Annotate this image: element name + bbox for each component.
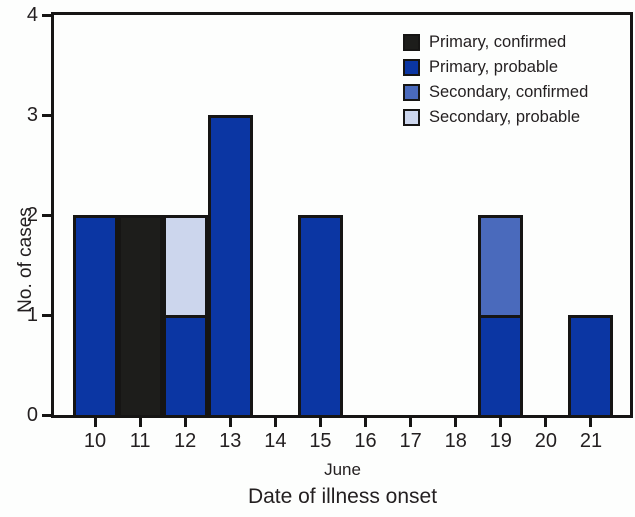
- x-axis-tick: [183, 418, 187, 427]
- legend-swatch: [403, 34, 420, 51]
- x-axis-tick: [318, 418, 322, 427]
- bar-segment: [117, 215, 163, 418]
- y-axis-tick: [42, 314, 51, 317]
- x-axis-tick-label: 16: [354, 430, 377, 452]
- bar-segment: [162, 315, 208, 418]
- legend-label: Secondary, probable: [429, 108, 581, 126]
- x-axis-tick: [273, 418, 277, 427]
- legend-item: Primary, probable: [403, 55, 588, 80]
- x-axis-tick-label: 13: [219, 430, 242, 452]
- y-axis-tick-label: 4: [26, 4, 38, 26]
- x-axis-tick-label: 15: [309, 430, 332, 452]
- x-axis-tick: [93, 418, 97, 427]
- x-axis-tick-label: 19: [489, 430, 512, 452]
- legend-swatch: [403, 84, 420, 101]
- legend-label: Primary, confirmed: [429, 33, 567, 51]
- y-axis-tick-label: 2: [26, 204, 38, 226]
- x-axis-tick-label: 10: [83, 430, 107, 452]
- y-axis-tick-label: 3: [26, 104, 38, 126]
- bar-segment: [478, 215, 524, 318]
- bar-segment: [72, 215, 118, 418]
- x-axis-tick: [228, 418, 232, 427]
- x-axis-tick: [589, 418, 593, 427]
- y-axis-tick-label: 0: [26, 404, 38, 426]
- x-axis-tick-label: 17: [399, 430, 422, 452]
- x-axis-tick-label: 18: [444, 430, 467, 452]
- x-axis-tick: [499, 418, 503, 427]
- x-axis-tick: [364, 418, 368, 427]
- x-axis-tick-label: 11: [129, 430, 151, 452]
- x-axis-tick: [544, 418, 548, 427]
- x-axis-tick: [454, 418, 458, 427]
- y-axis-tick: [42, 214, 51, 217]
- x-axis-tick-label: 20: [534, 430, 558, 452]
- x-axis-title: Date of illness onset: [247, 485, 438, 508]
- legend-label: Primary, probable: [429, 58, 558, 76]
- bar-segment: [207, 115, 253, 418]
- legend-item: Secondary, confirmed: [403, 80, 588, 105]
- x-axis-tick: [138, 418, 142, 427]
- x-axis-tick-label: 21: [579, 430, 603, 452]
- legend-swatch: [403, 109, 420, 126]
- y-axis-tick: [42, 14, 51, 17]
- bar-segment: [568, 315, 614, 418]
- bar-segment: [478, 315, 524, 418]
- y-axis-tick: [42, 414, 51, 417]
- x-axis-tick-label: 14: [264, 430, 287, 452]
- x-axis-tick-label: 12: [174, 430, 197, 452]
- legend-swatch: [403, 59, 420, 76]
- y-axis-title: No. of cases: [15, 207, 36, 313]
- y-axis-tick: [42, 114, 51, 117]
- legend-label: Secondary, confirmed: [429, 83, 589, 101]
- bar-segment: [297, 215, 343, 418]
- legend-item: Secondary, probable: [403, 105, 588, 130]
- legend-item: Primary, confirmed: [403, 30, 588, 55]
- y-axis-tick-label: 1: [26, 304, 38, 326]
- legend: Primary, confirmed Primary, probable Secon…: [403, 30, 588, 130]
- bar-layer: [54, 15, 630, 418]
- x-axis-tick: [409, 418, 413, 427]
- bar-segment: [162, 215, 208, 318]
- x-axis-month-label: June: [324, 460, 361, 479]
